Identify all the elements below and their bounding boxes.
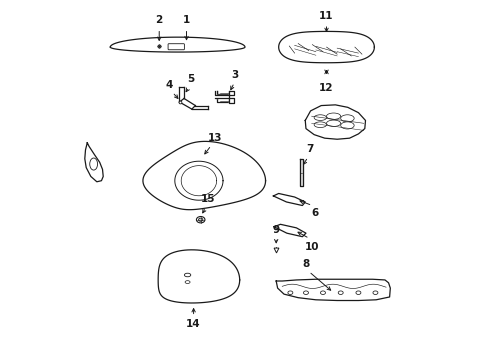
Ellipse shape (341, 115, 354, 122)
Ellipse shape (90, 158, 98, 170)
Ellipse shape (373, 291, 378, 294)
Ellipse shape (320, 291, 325, 294)
Text: 3: 3 (231, 70, 239, 80)
Text: 1: 1 (183, 15, 190, 25)
Text: 6: 6 (312, 208, 319, 218)
Ellipse shape (326, 113, 341, 120)
Text: 9: 9 (272, 225, 280, 235)
Ellipse shape (314, 115, 326, 121)
Ellipse shape (185, 281, 190, 283)
Text: 7: 7 (306, 144, 314, 154)
Ellipse shape (288, 291, 293, 294)
Text: 12: 12 (319, 82, 334, 93)
Text: 4: 4 (165, 80, 172, 90)
Ellipse shape (341, 122, 354, 129)
Text: 11: 11 (319, 11, 334, 21)
Ellipse shape (326, 120, 341, 126)
Ellipse shape (338, 291, 343, 294)
Text: 14: 14 (186, 319, 201, 329)
FancyBboxPatch shape (168, 44, 184, 50)
Text: 13: 13 (208, 133, 222, 143)
Polygon shape (279, 31, 374, 63)
Text: 5: 5 (188, 74, 195, 84)
Polygon shape (158, 250, 240, 303)
Ellipse shape (196, 216, 205, 223)
Polygon shape (110, 37, 245, 52)
Ellipse shape (303, 291, 308, 294)
Ellipse shape (356, 291, 361, 294)
Text: 8: 8 (302, 258, 310, 269)
Polygon shape (143, 141, 266, 210)
Ellipse shape (184, 273, 191, 277)
Polygon shape (274, 224, 306, 237)
Text: 2: 2 (156, 15, 163, 25)
Polygon shape (215, 91, 234, 103)
Ellipse shape (198, 218, 203, 221)
Ellipse shape (314, 122, 326, 127)
Polygon shape (300, 159, 303, 186)
Polygon shape (276, 279, 391, 301)
Text: 15: 15 (201, 194, 216, 204)
Text: 10: 10 (305, 242, 319, 252)
Polygon shape (305, 105, 366, 139)
Polygon shape (273, 193, 305, 206)
Polygon shape (85, 143, 103, 182)
